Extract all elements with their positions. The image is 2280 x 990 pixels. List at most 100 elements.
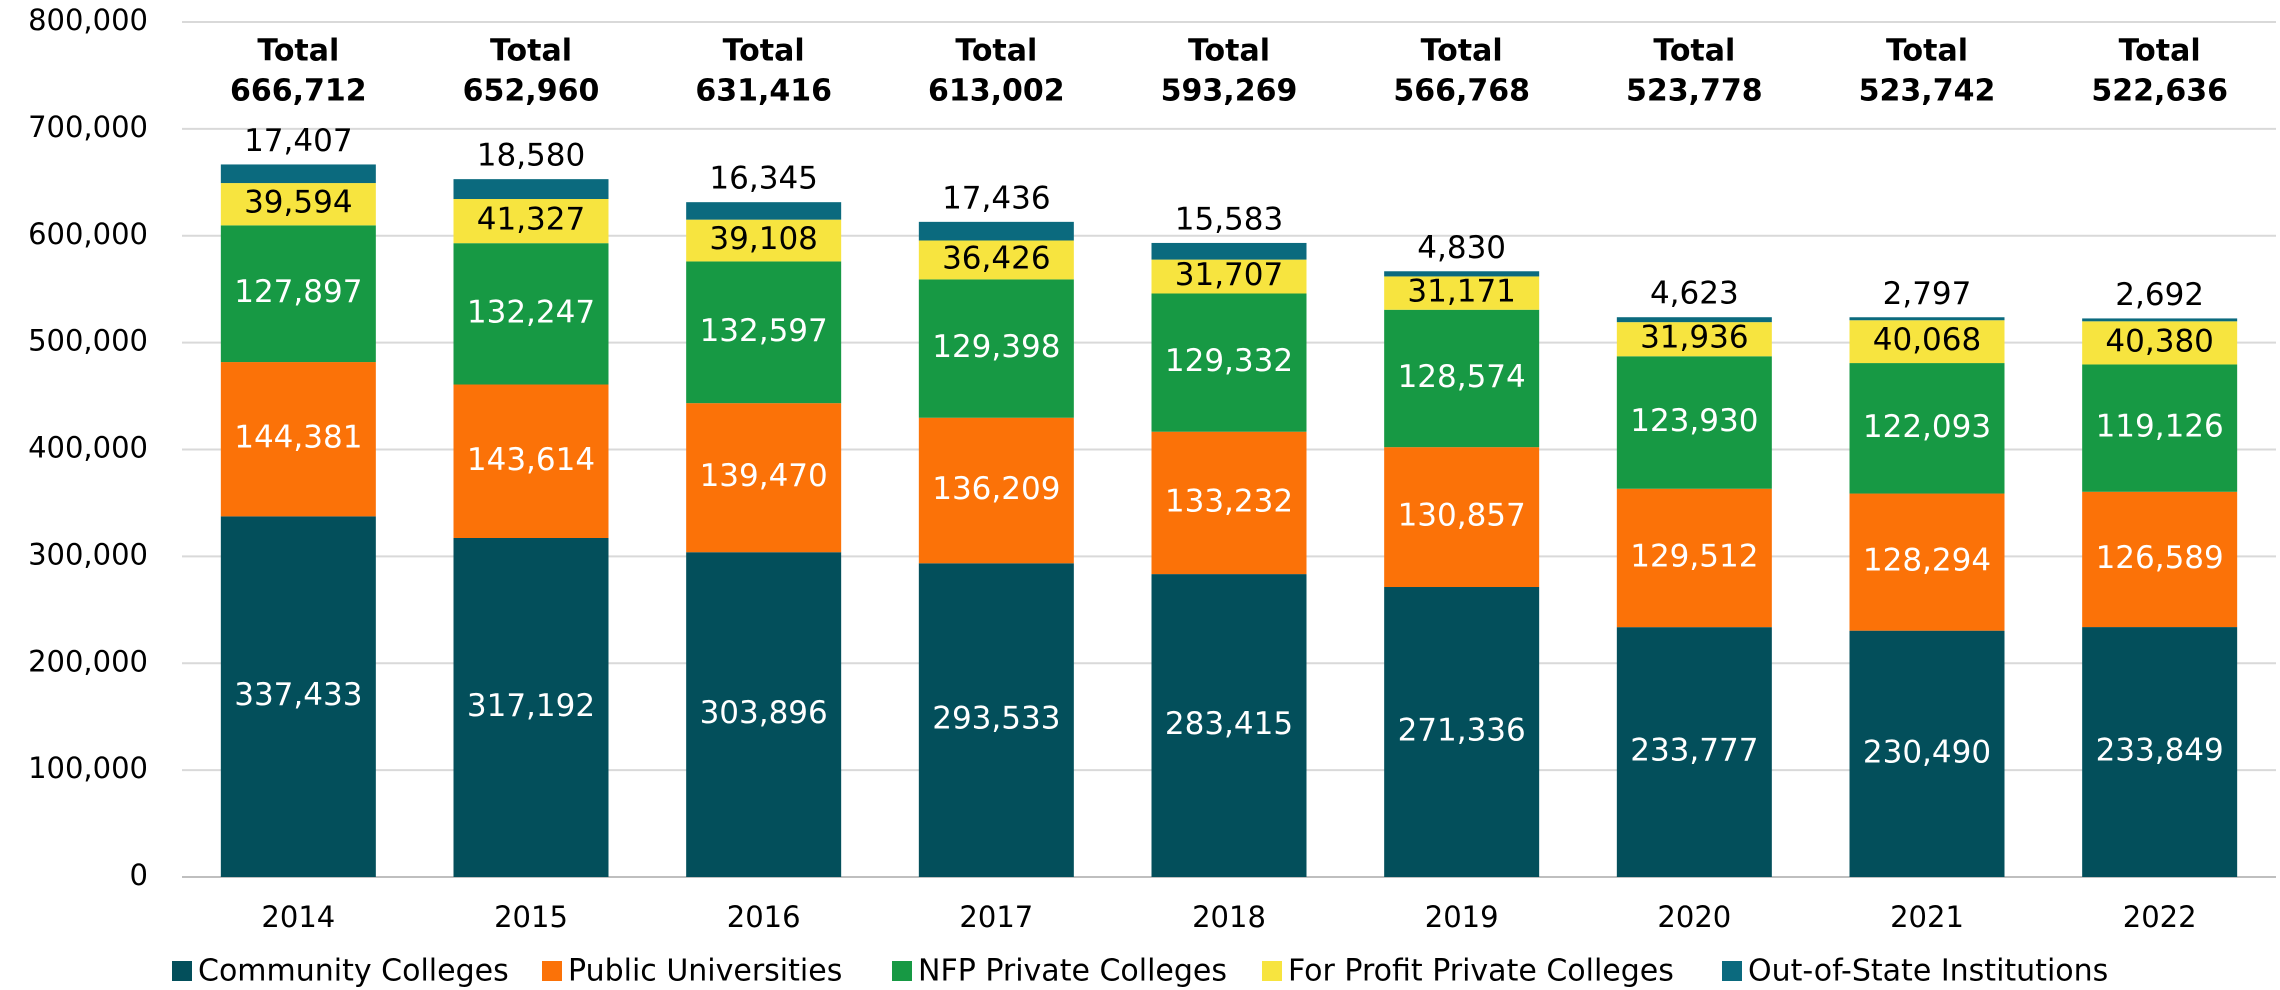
bar-segment	[220, 362, 376, 517]
total-word: Total	[1653, 34, 1735, 69]
total-label: 566,768	[1393, 74, 1530, 109]
bar-segment	[453, 538, 609, 877]
data-label: 129,512	[1630, 538, 1758, 574]
bar-segment	[2082, 318, 2238, 322]
bar-segment	[2082, 321, 2238, 365]
legend-label: Out-of-State Institutions	[1748, 954, 2108, 989]
data-label: 18,580	[477, 138, 585, 174]
bar-segment	[1384, 276, 1540, 310]
total-word: Total	[490, 34, 572, 69]
data-label: 123,930	[1630, 403, 1758, 439]
total-label: 666,712	[230, 74, 367, 109]
bar-segment	[1384, 447, 1540, 588]
x-tick-label: 2015	[494, 900, 568, 934]
data-label: 133,232	[1165, 483, 1293, 519]
data-label: 233,849	[2096, 733, 2224, 769]
data-label: 4,623	[1650, 276, 1739, 312]
bar-segment	[2082, 627, 2238, 877]
data-label: 119,126	[2096, 409, 2224, 445]
y-tick-label: 300,000	[28, 537, 148, 571]
data-label: 130,857	[1398, 498, 1526, 534]
total-label: 522,636	[2091, 74, 2228, 109]
x-tick-label: 2019	[1425, 900, 1499, 934]
y-tick-label: 200,000	[28, 644, 148, 678]
legend-swatch	[1722, 961, 1742, 981]
legend-label: Community Colleges	[198, 954, 509, 989]
data-label: 17,436	[942, 180, 1050, 216]
bar-segment	[220, 516, 376, 877]
bar-segment	[918, 240, 1074, 280]
data-label: 122,093	[1863, 409, 1991, 445]
y-tick-label: 100,000	[28, 751, 148, 785]
bar-segment	[1849, 630, 2005, 877]
data-label: 128,294	[1863, 543, 1991, 579]
bar-segment	[1384, 309, 1540, 448]
total-label: 652,960	[463, 74, 600, 109]
data-label: 129,398	[932, 329, 1060, 365]
total-word: Total	[1886, 34, 1968, 69]
data-label: 283,415	[1165, 706, 1293, 742]
data-label: 233,777	[1630, 733, 1758, 769]
y-tick-label: 400,000	[28, 431, 148, 465]
bar-segment	[453, 179, 609, 200]
y-tick-label: 700,000	[28, 110, 148, 144]
total-label: 523,778	[1626, 74, 1763, 109]
bar-segment	[2082, 364, 2238, 492]
data-label: 39,108	[709, 221, 817, 257]
bar-segment	[1384, 271, 1540, 277]
data-label: 317,192	[467, 688, 595, 724]
bar-segment	[1616, 322, 1772, 357]
data-label: 16,345	[709, 161, 817, 197]
bar-segment	[1151, 574, 1307, 877]
bar-segment	[220, 164, 376, 184]
x-tick-label: 2017	[959, 900, 1033, 934]
data-label: 36,426	[942, 240, 1050, 276]
data-label: 128,574	[1398, 359, 1526, 395]
bar-segment	[918, 417, 1074, 564]
legend-label: For Profit Private Colleges	[1288, 954, 1674, 989]
bar-segment	[1849, 363, 2005, 494]
data-label: 2,797	[1883, 276, 1972, 312]
x-tick-label: 2020	[1657, 900, 1731, 934]
total-word: Total	[257, 34, 339, 69]
legend-swatch	[172, 961, 192, 981]
x-tick-label: 2016	[727, 900, 801, 934]
total-label: 593,269	[1161, 74, 1298, 109]
total-word: Total	[955, 34, 1037, 69]
total-label: 523,742	[1859, 74, 1996, 109]
bar-segment	[1849, 320, 2005, 364]
y-tick-label: 500,000	[28, 324, 148, 358]
data-label: 337,433	[234, 677, 362, 713]
bar-segment	[453, 243, 609, 385]
bar-segment	[1151, 431, 1307, 575]
x-tick-label: 2022	[2123, 900, 2197, 934]
data-label: 303,896	[700, 695, 828, 731]
data-label: 144,381	[234, 420, 362, 456]
total-label: 613,002	[928, 74, 1065, 109]
bar-segment	[918, 279, 1074, 418]
bar-segment	[2082, 491, 2238, 628]
data-label: 17,407	[244, 123, 352, 159]
bar-segment	[453, 384, 609, 539]
bar-segment	[1849, 493, 2005, 631]
bar-segment	[686, 202, 842, 220]
legend-swatch	[1262, 961, 1282, 981]
y-tick-label: 0	[130, 858, 148, 892]
legend-swatch	[892, 961, 912, 981]
x-tick-label: 2018	[1192, 900, 1266, 934]
bar-segment	[686, 261, 842, 404]
bar-segment	[918, 221, 1074, 241]
data-label: 4,830	[1417, 230, 1506, 266]
data-label: 40,380	[2105, 323, 2213, 359]
bar-segment	[686, 219, 842, 262]
bar-segment	[1151, 242, 1307, 260]
y-tick-label: 600,000	[28, 217, 148, 251]
bar-segment	[1384, 587, 1540, 877]
data-label: 2,692	[2115, 277, 2204, 313]
data-label: 132,597	[700, 313, 828, 349]
legend-label: NFP Private Colleges	[918, 954, 1227, 989]
data-label: 293,533	[932, 701, 1060, 737]
legend-label: Public Universities	[568, 954, 842, 989]
data-label: 39,594	[244, 185, 352, 221]
